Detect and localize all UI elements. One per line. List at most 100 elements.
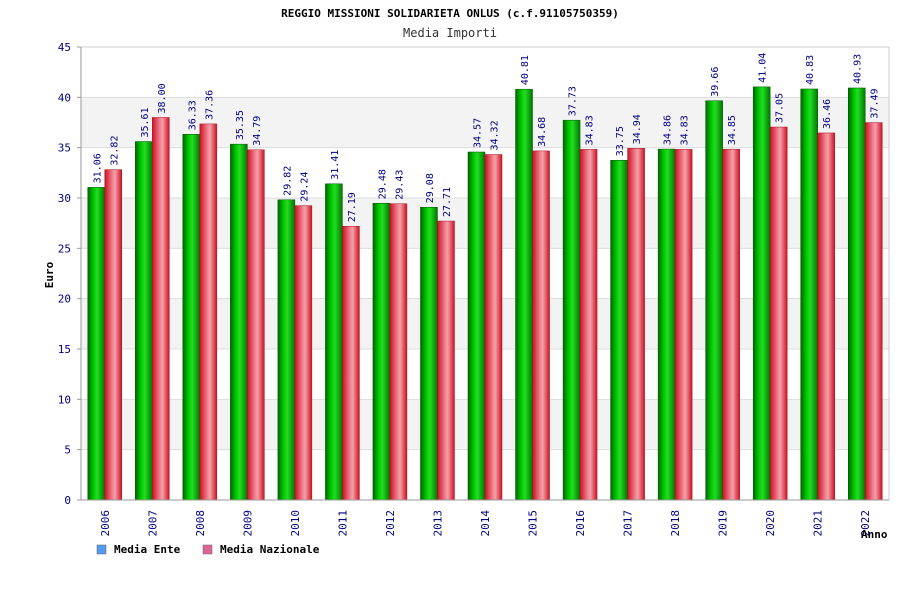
data-label: 34.57 bbox=[473, 118, 484, 148]
data-label: 37.49 bbox=[870, 88, 881, 118]
legend-swatch-media-ente bbox=[96, 544, 107, 555]
bar-media-nazionale bbox=[437, 220, 455, 501]
x-axis-label: Anno bbox=[861, 528, 888, 541]
legend-label-media-nazionale: Media Nazionale bbox=[220, 543, 320, 556]
bar-media-nazionale bbox=[389, 203, 408, 501]
bar-media-ente bbox=[230, 143, 248, 501]
x-tick-label: 2021 bbox=[812, 510, 825, 537]
y-axis-label: Euro bbox=[43, 261, 56, 288]
bar-media-ente bbox=[610, 160, 628, 501]
bar-media-ente bbox=[135, 141, 153, 501]
data-label: 29.43 bbox=[394, 170, 405, 200]
y-tick-label: 35 bbox=[58, 142, 71, 155]
bar-media-nazionale bbox=[484, 154, 503, 501]
bar-media-nazionale bbox=[152, 117, 170, 501]
bar-media-nazionale bbox=[627, 148, 645, 501]
bar-media-ente bbox=[705, 100, 723, 501]
data-label: 34.83 bbox=[680, 115, 691, 145]
data-label: 29.24 bbox=[299, 172, 310, 202]
data-label: 38.00 bbox=[157, 83, 168, 113]
y-tick-label: 5 bbox=[64, 444, 71, 457]
bar-media-nazionale bbox=[579, 149, 598, 501]
data-label: 27.71 bbox=[442, 187, 453, 217]
data-label: 32.82 bbox=[109, 136, 120, 166]
data-label: 34.32 bbox=[490, 120, 501, 150]
data-label: 34.79 bbox=[252, 116, 263, 146]
data-label: 33.75 bbox=[615, 126, 626, 156]
x-tick-label: 2012 bbox=[384, 510, 397, 537]
bar-media-ente bbox=[752, 86, 771, 501]
bar-media-ente bbox=[277, 199, 296, 501]
x-tick-label: 2014 bbox=[479, 510, 492, 537]
bar-media-ente bbox=[87, 187, 106, 501]
x-tick-label: 2013 bbox=[431, 510, 444, 537]
data-labels: 31.06 32.82 35.61 38.00 36.33 37.36 35.35 34.79… bbox=[92, 53, 880, 223]
data-label: 36.46 bbox=[822, 99, 833, 129]
x-tick-label: 2015 bbox=[527, 510, 540, 537]
y-tick-label: 45 bbox=[58, 41, 71, 54]
bar-media-nazionale bbox=[199, 123, 218, 501]
y-tick-label: 15 bbox=[58, 343, 71, 356]
bar-media-nazionale bbox=[769, 126, 788, 501]
legend-swatch-media-nazionale bbox=[202, 544, 213, 555]
x-tick-label: 2010 bbox=[289, 510, 302, 537]
bar-media-nazionale bbox=[294, 205, 313, 501]
legend: Media Ente Media Nazionale bbox=[96, 543, 320, 556]
bar-media-nazionale bbox=[532, 150, 550, 501]
data-label: 29.48 bbox=[377, 169, 388, 199]
bar-media-nazionale bbox=[247, 149, 265, 501]
axes: 0 5 10 15 20 25 30 35 40 45 2006 2007 2008 2009 2010 20… bbox=[58, 41, 890, 537]
bar-media-ente bbox=[325, 183, 343, 501]
bar-media-ente bbox=[562, 119, 581, 501]
bar-media-ente bbox=[657, 148, 676, 501]
x-tick-label: 2006 bbox=[99, 510, 112, 537]
data-label: 37.36 bbox=[204, 90, 215, 120]
bar-media-ente bbox=[467, 151, 486, 501]
data-label: 35.61 bbox=[140, 107, 151, 137]
x-tick-label: 2008 bbox=[194, 510, 207, 537]
data-label: 36.33 bbox=[187, 100, 198, 130]
x-tick-label: 2009 bbox=[241, 510, 254, 537]
x-tick-label: 2007 bbox=[146, 510, 159, 537]
bar-media-nazionale bbox=[342, 226, 360, 501]
chart-title: REGGIO MISSIONI SOLIDARIETA ONLUS (c.f.9… bbox=[281, 7, 619, 20]
bar-media-ente bbox=[182, 134, 201, 501]
bar-media-nazionale bbox=[674, 149, 693, 501]
x-tick-label: 2022 bbox=[859, 510, 872, 537]
data-label: 31.06 bbox=[92, 153, 103, 183]
chart-subtitle: Media Importi bbox=[403, 26, 497, 40]
bar-media-ente bbox=[420, 207, 438, 501]
x-tick-label: 2020 bbox=[764, 510, 777, 537]
y-tick-label: 20 bbox=[58, 293, 71, 306]
bar-media-ente bbox=[372, 202, 391, 501]
data-label: 40.83 bbox=[805, 55, 816, 85]
bar-media-ente bbox=[515, 88, 533, 501]
x-tick-label: 2019 bbox=[717, 510, 730, 537]
data-label: 31.41 bbox=[330, 150, 341, 180]
y-tick-label: 10 bbox=[58, 393, 71, 406]
bar-media-ente bbox=[800, 88, 818, 501]
data-label: 34.86 bbox=[663, 115, 674, 145]
data-label: 34.68 bbox=[537, 117, 548, 147]
legend-label-media-ente: Media Ente bbox=[114, 543, 181, 556]
x-tick-label: 2018 bbox=[669, 510, 682, 537]
y-tick-label: 40 bbox=[58, 91, 71, 104]
data-label: 37.73 bbox=[568, 86, 579, 116]
data-label: 29.08 bbox=[425, 173, 436, 203]
data-label: 41.04 bbox=[758, 53, 769, 83]
x-tick-label: 2011 bbox=[336, 510, 349, 537]
data-label: 40.81 bbox=[520, 55, 531, 85]
y-tick-label: 0 bbox=[64, 494, 71, 507]
data-label: 40.93 bbox=[853, 54, 864, 84]
data-label: 39.66 bbox=[710, 67, 721, 97]
data-label: 29.82 bbox=[282, 166, 293, 196]
bar-media-nazionale bbox=[864, 122, 883, 501]
bars bbox=[87, 86, 883, 501]
data-label: 34.85 bbox=[727, 115, 738, 145]
bar-media-nazionale bbox=[817, 132, 835, 501]
y-tick-label: 30 bbox=[58, 192, 71, 205]
bar-media-ente bbox=[847, 87, 866, 501]
data-label: 27.19 bbox=[347, 192, 358, 222]
